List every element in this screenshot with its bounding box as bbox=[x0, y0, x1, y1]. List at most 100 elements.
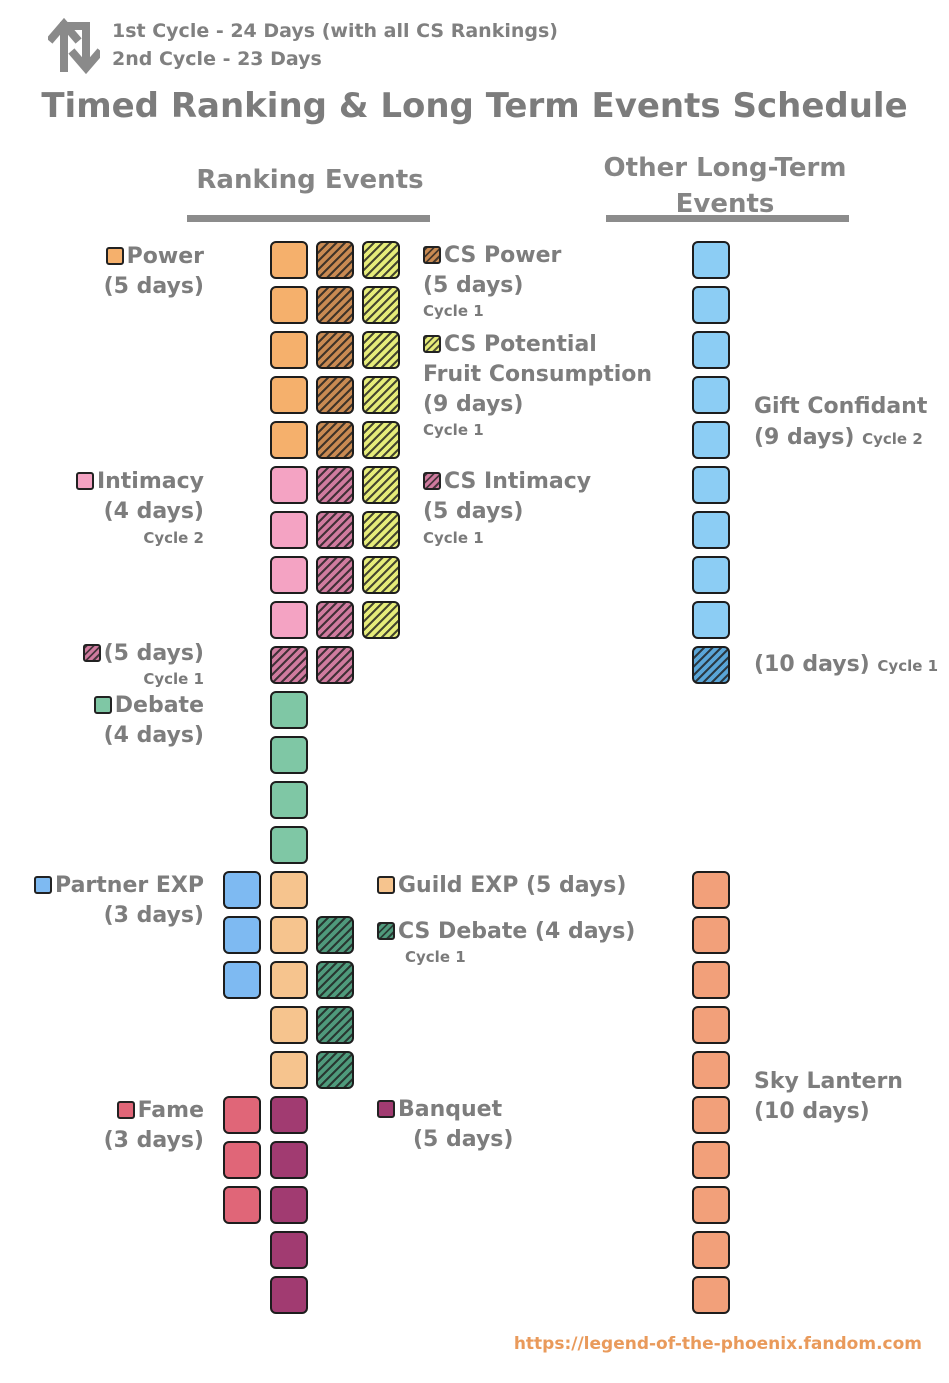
cs-power-name: CS Power bbox=[444, 243, 562, 268]
cs-power-day-cell bbox=[316, 331, 354, 369]
sky-lantern-day-cell bbox=[692, 871, 730, 909]
fame-days: (3 days) bbox=[103, 1128, 204, 1153]
power-days: (5 days) bbox=[103, 274, 204, 299]
sky-lantern-day-cell bbox=[692, 961, 730, 999]
cs-potential-day-cell bbox=[362, 601, 400, 639]
cs-intimacy-cycle: Cycle 1 bbox=[423, 529, 484, 547]
guild-exp-day-cell bbox=[270, 1006, 308, 1044]
partner-exp-label: Partner EXP bbox=[34, 871, 204, 901]
debate-day-cell bbox=[270, 691, 308, 729]
partner-exp-name: Partner EXP bbox=[55, 873, 204, 898]
cs-intimacy-days: (5 days) bbox=[423, 499, 524, 524]
cs-debate-day-cell bbox=[316, 1006, 354, 1044]
cycle1-text: 1st Cycle - 24 Days (with all CS Ranking… bbox=[112, 20, 558, 42]
intimacy-day-cell bbox=[270, 556, 308, 594]
cs-potential-name: CS Potential bbox=[444, 332, 597, 357]
other-events-title-line2: Events bbox=[675, 189, 775, 219]
cs-debate-day-cell bbox=[316, 1051, 354, 1089]
cs-potential-cycle: Cycle 1 bbox=[423, 421, 484, 439]
guild-exp-day-cell bbox=[270, 916, 308, 954]
power-day-cell bbox=[270, 241, 308, 279]
fame-swatch bbox=[116, 1101, 135, 1119]
intimacy-day-cell bbox=[270, 601, 308, 639]
gift-confidant-days: (9 days) bbox=[754, 425, 855, 450]
intimacy-name: Intimacy bbox=[96, 469, 204, 494]
partner-exp-day-cell bbox=[223, 961, 261, 999]
cs-debate-day-cell bbox=[316, 916, 354, 954]
intimacy-day-cell bbox=[270, 511, 308, 549]
sky-lantern-day-cell bbox=[692, 1051, 730, 1089]
guild-exp-label: Guild EXP (5 days) bbox=[377, 871, 626, 901]
power-day-cell bbox=[270, 286, 308, 324]
cs-intimacy-day-cell bbox=[316, 646, 354, 684]
cs-potential-day-cell bbox=[362, 511, 400, 549]
fame-day-cell bbox=[223, 1186, 261, 1224]
repeat-arrows-icon bbox=[48, 17, 100, 75]
intimacy-c1-label: (5 days) bbox=[82, 639, 204, 669]
ranking-events-underline bbox=[187, 215, 430, 222]
gift-confidant-cycle: Cycle 2 bbox=[862, 430, 923, 448]
cs-debate-day-cell bbox=[316, 961, 354, 999]
other-events-underline bbox=[606, 215, 849, 222]
guild-exp-day-cell bbox=[270, 1051, 308, 1089]
sky-lantern-day-cell bbox=[692, 1141, 730, 1179]
cs-power-label: CS Power bbox=[423, 241, 561, 271]
gift-confidant-days-row: (9 days) Cycle 2 bbox=[754, 423, 923, 453]
sky-lantern-name: Sky Lantern bbox=[754, 1069, 903, 1094]
cs-intimacy-day-cell bbox=[270, 646, 308, 684]
sky-lantern-day-cell bbox=[692, 1231, 730, 1269]
guild-exp-day-cell bbox=[270, 871, 308, 909]
gift-c1-cycle: Cycle 1 bbox=[877, 657, 939, 675]
banquet-label: Banquet bbox=[377, 1095, 502, 1125]
sky-lantern-days: (10 days) bbox=[754, 1099, 870, 1124]
cs-power-day-cell bbox=[316, 376, 354, 414]
banquet-day-cell bbox=[270, 1231, 308, 1269]
cs-potential-day-cell bbox=[362, 376, 400, 414]
power-swatch bbox=[105, 247, 124, 265]
cs-power-days: (5 days) bbox=[423, 273, 524, 298]
cs-potential-day-cell bbox=[362, 556, 400, 594]
partner-exp-day-cell bbox=[223, 916, 261, 954]
debate-day-cell bbox=[270, 826, 308, 864]
partner-exp-days: (3 days) bbox=[103, 903, 204, 928]
intimacy-c1-days: (5 days) bbox=[103, 641, 204, 666]
banquet-day-cell bbox=[270, 1186, 308, 1224]
banquet-name: Banquet bbox=[398, 1097, 503, 1122]
gift-c1-days: (10 days) bbox=[754, 652, 870, 677]
debate-day-cell bbox=[270, 736, 308, 774]
sky-lantern-day-cell bbox=[692, 1186, 730, 1224]
power-label: Power bbox=[105, 242, 204, 272]
cs-intimacy-day-cell bbox=[316, 556, 354, 594]
debate-day-cell bbox=[270, 781, 308, 819]
cs-power-day-cell bbox=[316, 286, 354, 324]
power-day-cell bbox=[270, 331, 308, 369]
gift-confidant-day-cell bbox=[692, 556, 730, 594]
gift-c1-row: (10 days) Cycle 1 bbox=[754, 650, 938, 680]
cs-potential-day-cell bbox=[362, 331, 400, 369]
cs-intimacy-swatch bbox=[423, 472, 441, 490]
intimacy-swatch bbox=[75, 472, 94, 490]
debate-name: Debate bbox=[114, 693, 204, 718]
intimacy-day-cell bbox=[270, 466, 308, 504]
gift-confidant-day-cell bbox=[692, 511, 730, 549]
gift-confidant-day-cell bbox=[692, 331, 730, 369]
sky-lantern-day-cell bbox=[692, 1276, 730, 1314]
cs-debate-swatch bbox=[377, 922, 395, 940]
power-day-cell bbox=[270, 376, 308, 414]
debate-swatch bbox=[93, 696, 112, 714]
other-events-title-line1: Other Long-Term bbox=[603, 153, 847, 183]
fame-name: Fame bbox=[137, 1098, 204, 1123]
gift-c1-day-cell bbox=[692, 646, 730, 684]
cs-potential-swatch bbox=[423, 335, 441, 353]
sky-lantern-day-cell bbox=[692, 916, 730, 954]
gift-confidant-name: Gift Confidant bbox=[754, 394, 928, 419]
intimacy-c1-cycle: Cycle 1 bbox=[143, 670, 204, 688]
cs-debate-name: CS Debate (4 days) bbox=[398, 919, 636, 944]
cs-potential-name2: Fruit Consumption bbox=[423, 362, 653, 387]
gift-confidant-day-cell bbox=[692, 286, 730, 324]
cs-potential-day-cell bbox=[362, 286, 400, 324]
page-title: Timed Ranking & Long Term Events Schedul… bbox=[41, 86, 908, 126]
cs-power-cycle: Cycle 1 bbox=[423, 302, 484, 320]
cs-potential-label: CS Potential bbox=[423, 330, 597, 360]
banquet-day-cell bbox=[270, 1276, 308, 1314]
